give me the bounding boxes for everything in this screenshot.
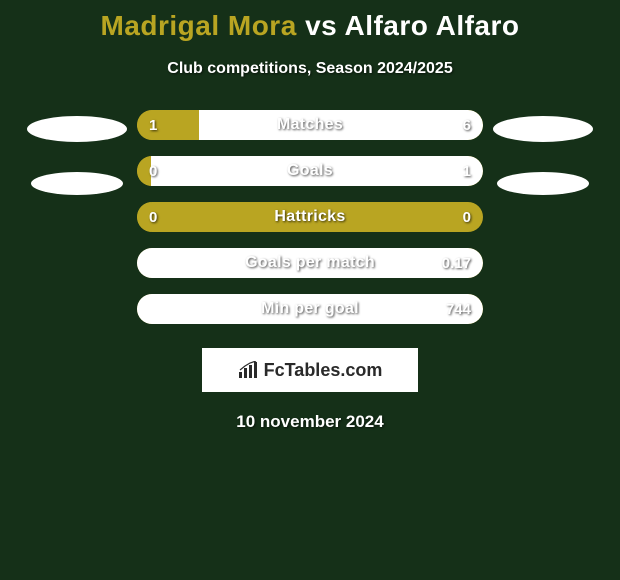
- stat-value-right: 0: [463, 202, 471, 232]
- brand-text: FcTables.com: [264, 360, 383, 381]
- player2-avatar-col: [483, 110, 603, 195]
- stat-value-right: 1: [463, 156, 471, 186]
- player2-avatar-placeholder-2: [497, 172, 589, 195]
- stat-value-left: 0: [149, 156, 157, 186]
- comparison-title: Madrigal Mora vs Alfaro Alfaro: [0, 0, 620, 42]
- stats-area: Matches16Goals01Hattricks00Goals per mat…: [0, 110, 620, 340]
- stat-value-right: 6: [463, 110, 471, 140]
- stat-row: Min per goal744: [137, 294, 483, 324]
- player1-name: Madrigal Mora: [100, 10, 296, 41]
- player1-avatar-placeholder-2: [31, 172, 123, 195]
- stat-row: Matches1 6: [137, 110, 483, 140]
- player2-avatar-placeholder: [493, 116, 593, 142]
- stat-value-left: 0: [149, 202, 157, 232]
- stat-value-right: 744: [446, 294, 471, 324]
- stat-row: Hattricks0 0: [137, 202, 483, 232]
- stat-label: Hattricks: [137, 202, 483, 232]
- season-subtitle: Club competitions, Season 2024/2025: [0, 60, 620, 78]
- chart-icon: [238, 361, 260, 379]
- stat-bars: Matches16Goals01Hattricks00Goals per mat…: [137, 110, 483, 340]
- stat-row: Goals0 1: [137, 156, 483, 186]
- player2-name: Alfaro Alfaro: [344, 10, 519, 41]
- vs-label: vs: [305, 10, 337, 41]
- stat-label: Goals per match: [137, 248, 483, 278]
- stat-row: Goals per match0.17: [137, 248, 483, 278]
- stat-label: Goals: [137, 156, 483, 186]
- stat-label: Matches: [137, 110, 483, 140]
- stat-value-right: 0.17: [442, 248, 471, 278]
- brand-box: FcTables.com: [202, 348, 418, 392]
- stat-label: Min per goal: [137, 294, 483, 324]
- brand-label: FcTables.com: [238, 360, 383, 381]
- stat-value-left: 1: [149, 110, 157, 140]
- date-label: 10 november 2024: [0, 412, 620, 432]
- player1-avatar-placeholder: [27, 116, 127, 142]
- player1-avatar-col: [17, 110, 137, 195]
